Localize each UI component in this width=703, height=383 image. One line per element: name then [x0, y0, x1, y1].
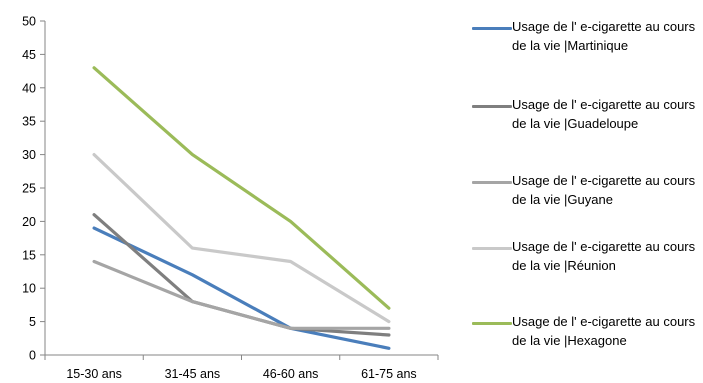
legend-swatch-guyane	[472, 181, 512, 184]
legend-item-guadeloupe: Usage de l' e-cigarette au cours de la v…	[472, 95, 697, 133]
x-tick-label: 61-75 ans	[361, 367, 417, 381]
y-tick-label: 45	[22, 48, 36, 62]
y-tick-label: 25	[22, 182, 36, 196]
legend-swatch-guadeloupe	[472, 105, 512, 108]
legend-swatch-martinique	[472, 27, 512, 30]
y-tick-label: 30	[22, 148, 36, 162]
series-line-1	[92, 213, 391, 337]
legend-swatch-reunion	[472, 247, 512, 250]
series-line-2	[92, 259, 391, 330]
legend-item-hexagone: Usage de l' e-cigarette au cours de la v…	[472, 312, 697, 350]
y-tick-label: 10	[22, 282, 36, 296]
legend-label-martinique: Usage de l' e-cigarette au cours de la v…	[512, 19, 696, 53]
legend-item-reunion: Usage de l' e-cigarette au cours de la v…	[472, 237, 697, 275]
legend-label-hexagone: Usage de l' e-cigarette au cours de la v…	[512, 314, 696, 348]
y-tick-label: 15	[22, 248, 36, 262]
y-tick-label: 50	[22, 15, 36, 29]
y-tick-label: 5	[29, 315, 36, 329]
x-tick-label: 31-45 ans	[165, 367, 221, 381]
legend-item-guyane: Usage de l' e-cigarette au cours de la v…	[472, 171, 697, 209]
x-tick-label: 46-60 ans	[263, 367, 319, 381]
legend-label-reunion: Usage de l' e-cigarette au cours de la v…	[512, 239, 696, 273]
y-tick-label: 20	[22, 215, 36, 229]
y-tick-label: 0	[29, 349, 36, 363]
legend-item-martinique: Usage de l' e-cigarette au cours de la v…	[472, 17, 697, 55]
legend-label-guadeloupe: Usage de l' e-cigarette au cours de la v…	[512, 97, 696, 131]
y-tick-label: 35	[22, 115, 36, 129]
series-line-4	[92, 66, 391, 310]
plot-area: 0 5 10 15 20 25 30 35 40 45 50 15-30 ans 31-45 ans 46…	[22, 15, 439, 381]
y-tick-label: 40	[22, 81, 36, 95]
legend-swatch-hexagone	[472, 322, 512, 325]
series-line-3	[92, 153, 391, 324]
x-tick-label: 15-30 ans	[66, 367, 122, 381]
series-line-0	[92, 226, 391, 350]
legend-label-guyane: Usage de l' e-cigarette au cours de la v…	[512, 173, 696, 207]
